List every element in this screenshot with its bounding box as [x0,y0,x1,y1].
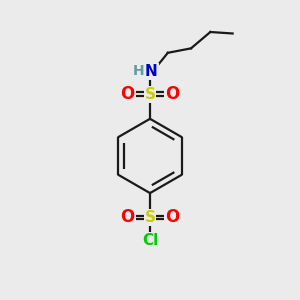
Text: O: O [121,208,135,226]
Text: Cl: Cl [142,233,158,248]
Text: S: S [145,210,155,225]
Text: N: N [145,64,158,79]
Text: O: O [165,85,179,103]
Text: S: S [145,87,155,102]
Text: O: O [165,208,179,226]
Text: H: H [133,64,145,78]
Text: O: O [121,85,135,103]
